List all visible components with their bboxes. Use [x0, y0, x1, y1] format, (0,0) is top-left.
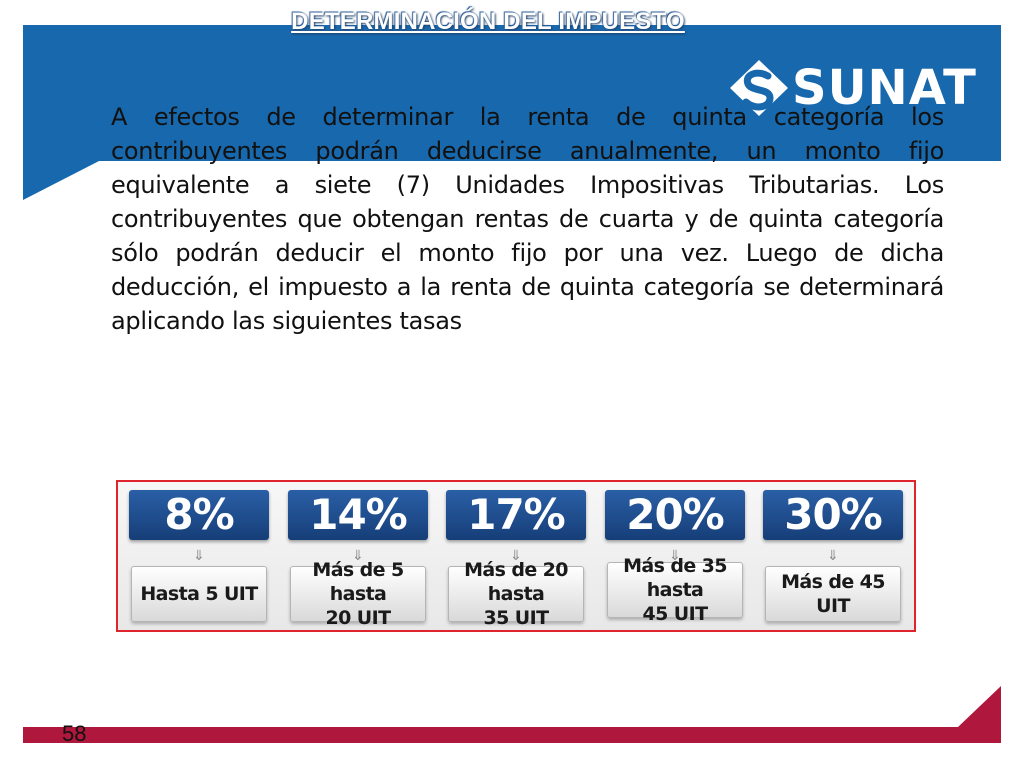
header-band — [23, 25, 1001, 161]
page-number: 58 — [62, 721, 87, 746]
arrow-down-icon: ⇓ — [352, 547, 364, 563]
sunat-s-icon — [730, 60, 788, 116]
rate-column: 14% ⇓ Más de 5 hasta 20 UIT — [288, 490, 428, 629]
rate-column: 20% ⇓ Más de 35 hasta 45 UIT — [605, 490, 745, 626]
footer-corner — [958, 686, 1001, 727]
body-paragraph: A efectos de determinar la renta de quin… — [111, 103, 944, 335]
sunat-logo: SUNAT — [728, 58, 978, 124]
slide-title: DETERMINACIÓN DEL IMPUESTO — [291, 8, 685, 35]
logo-text: SUNAT — [792, 60, 977, 116]
rate-value: 8% — [129, 490, 269, 540]
rate-column: 30% ⇓ Más de 45 UIT — [763, 490, 903, 626]
rate-value: 14% — [288, 490, 428, 540]
rate-column: 8% ⇓ Hasta 5 UIT — [129, 490, 269, 626]
tax-rates-panel: 8% ⇓ Hasta 5 UIT 14% ⇓ Más de 5 hasta 20… — [116, 480, 916, 632]
rate-bracket: Más de 20 hasta 35 UIT — [448, 559, 584, 629]
rate-bracket: Más de 45 UIT — [765, 566, 901, 622]
rate-value: 30% — [763, 490, 903, 540]
arrow-down-icon: ⇓ — [827, 547, 839, 563]
rate-bracket: Más de 5 hasta 20 UIT — [290, 559, 426, 629]
header-band-tail — [23, 160, 101, 200]
rate-value: 20% — [605, 490, 745, 540]
rate-bracket: Hasta 5 UIT — [131, 566, 267, 622]
footer-band — [23, 727, 1001, 743]
arrow-down-icon: ⇓ — [193, 547, 205, 563]
rate-column: 17% ⇓ Más de 20 hasta 35 UIT — [446, 490, 586, 629]
rate-bracket: Más de 35 hasta 45 UIT — [607, 555, 743, 625]
arrow-down-icon: ⇓ — [510, 547, 522, 563]
arrow-down-icon: ⇓ — [669, 547, 681, 563]
rate-value: 17% — [446, 490, 586, 540]
